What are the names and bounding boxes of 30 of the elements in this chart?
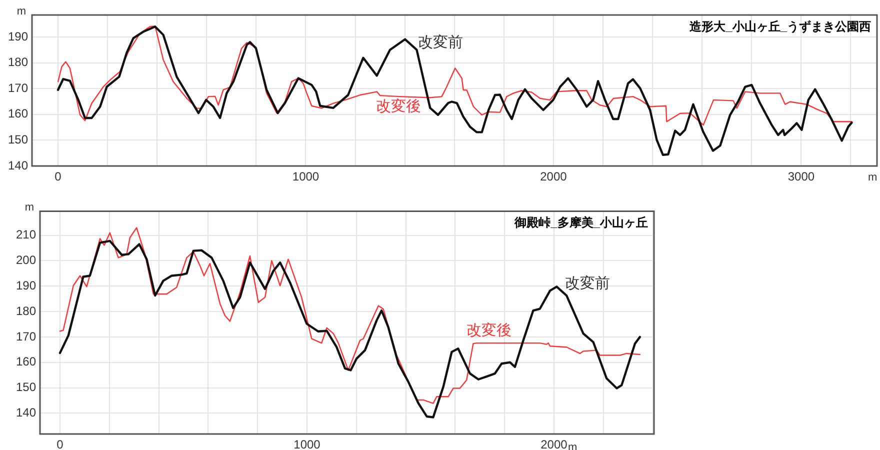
y-tick-label: 190 [8,29,28,44]
y-tick-label: 200 [16,253,36,268]
y-tick-label: 160 [16,354,36,369]
y-axis-title: m [24,202,34,214]
y-tick-label: 190 [16,278,36,292]
y-tick-label: 160 [8,106,28,121]
x-tick-label: 1000 [292,170,320,184]
annotation: 改変前 [418,34,464,52]
y-tick-label: 140 [16,405,36,420]
x-axis-title: m [868,172,878,184]
x-tick-label: 3000 [788,170,815,184]
annotation: 改変後 [466,322,512,339]
y-tick-label: 140 [8,158,28,172]
annotation: 改変後 [376,98,421,116]
y-tick-label: 150 [8,132,28,146]
x-tick-label: 0 [54,170,62,184]
chart-title: 御殿峠_多摩美_小山ヶ丘 [514,216,648,230]
y-tick-label: 170 [8,80,28,95]
annotation: 改変前 [564,274,610,292]
x-tick-label: 2000 [540,438,568,450]
x-tick-label: 2000 [540,170,568,184]
y-axis-title: m [16,6,26,18]
chart-title: 造形大_小山ヶ丘_うずまき公園西 [688,19,871,34]
x-tick-label: 1000 [294,438,321,450]
y-tick-label: 180 [8,55,28,70]
y-tick-label: 170 [16,329,36,344]
y-tick-label: 150 [16,380,36,394]
y-tick-label: 210 [16,228,36,242]
x-tick-label: 0 [56,438,64,450]
y-tick-label: 180 [16,304,36,318]
